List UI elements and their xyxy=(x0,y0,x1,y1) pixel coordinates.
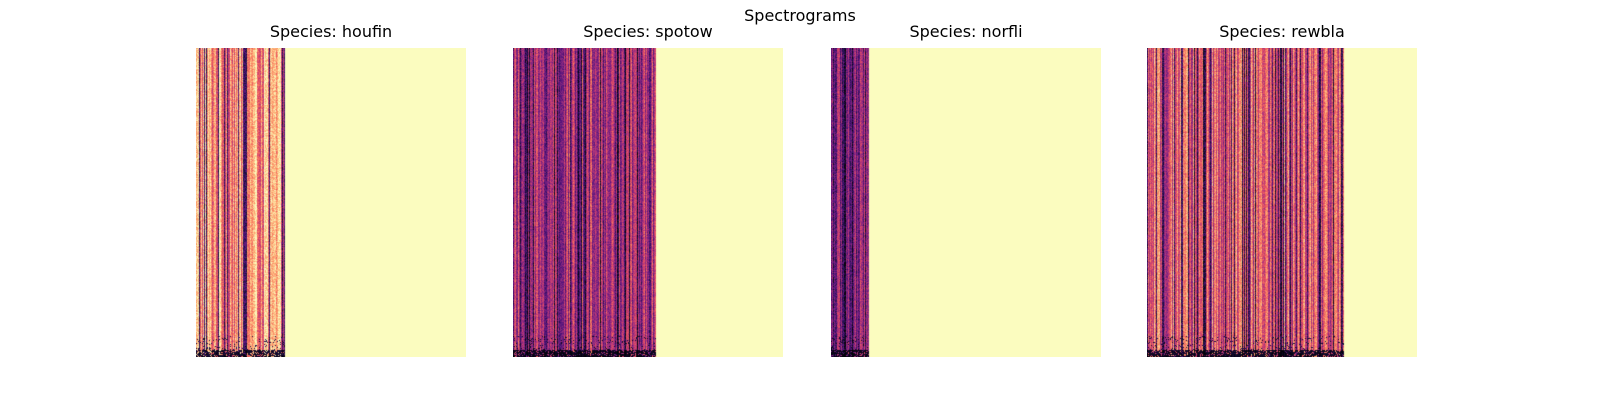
figure-title: Spectrograms xyxy=(744,6,856,25)
spectrogram-image-norfli xyxy=(831,48,1101,357)
panel-title-houfin: Species: houfin xyxy=(269,22,393,41)
panel-title-rewbla: Species: rewbla xyxy=(1219,22,1345,41)
spectrogram-panel-spotow: Species: spotow xyxy=(513,22,783,357)
spectrogram-image-spotow xyxy=(513,48,783,357)
spectrogram-panel-rewbla: Species: rewbla xyxy=(1147,22,1417,357)
spectrogram-panel-norfli: Species: norfli xyxy=(831,22,1101,357)
panel-title-spotow: Species: spotow xyxy=(583,22,713,41)
spectrogram-panel-houfin: Species: houfin xyxy=(196,22,466,357)
spectrogram-image-rewbla xyxy=(1147,48,1417,357)
spectrogram-image-houfin xyxy=(196,48,466,357)
panel-title-norfli: Species: norfli xyxy=(909,22,1023,41)
